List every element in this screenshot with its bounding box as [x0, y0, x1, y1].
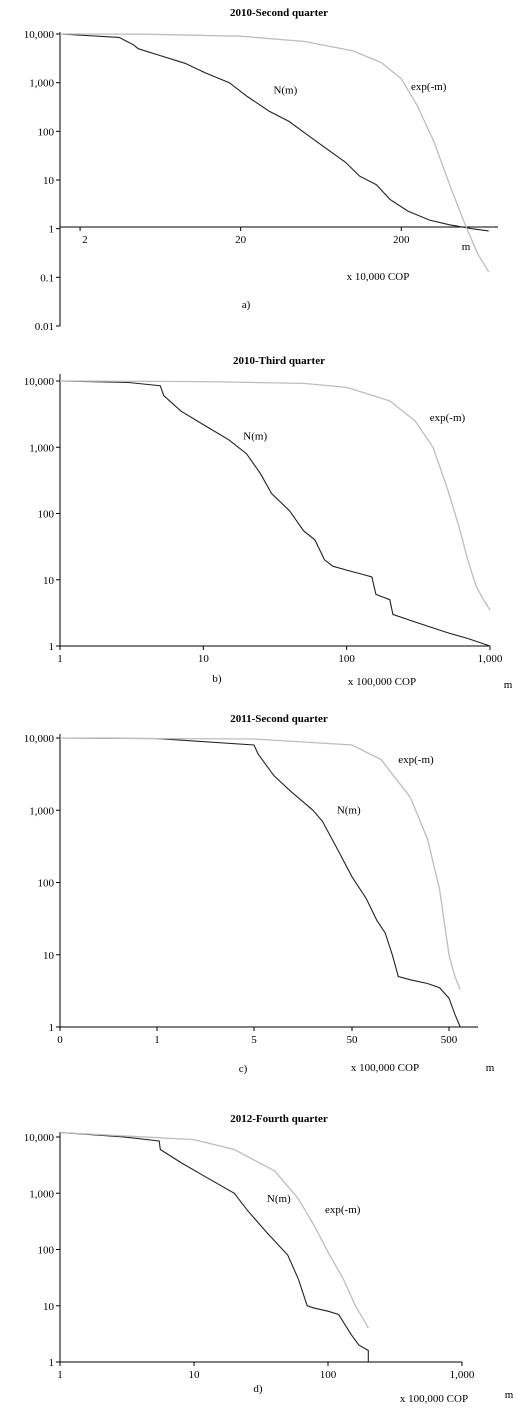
x-tick-label: 100 — [320, 1369, 337, 1381]
x-tick-label: 1 — [57, 1369, 63, 1381]
y-tick-label: 1 — [49, 1022, 55, 1034]
series-line-n-m — [59, 1131, 369, 1362]
chart-title: 2012-Fourth quarter — [230, 1113, 328, 1125]
y-tick-label: 10 — [43, 575, 55, 587]
series-line-n-m — [59, 737, 461, 1028]
x-tick-label: 50 — [347, 1034, 359, 1046]
series-annotation: N(m) — [267, 1193, 291, 1205]
chart-title: 2010-Second quarter — [230, 7, 328, 19]
y-tick-label: 10 — [43, 1301, 55, 1313]
x-unit-note: x 100,000 COP — [348, 676, 416, 688]
series-annotation: N(m) — [243, 431, 267, 443]
x-unit-note: x 100,000 COP — [400, 1393, 468, 1405]
series-line-exp-m — [59, 737, 461, 990]
y-tick-label: 1 — [49, 224, 55, 236]
y-tick-label: 0.01 — [35, 321, 54, 333]
y-tick-label: 10,000 — [24, 733, 55, 745]
y-tick-label: 10 — [43, 950, 55, 962]
x-tick-label: 200 — [393, 234, 410, 246]
y-tick-label: 100 — [38, 509, 55, 521]
chart-panel-1: 2010-Second quarter 0.01 0.1 1 10 100 1,000 10,… — [24, 7, 498, 333]
y-tick-label: 0.1 — [40, 272, 54, 284]
x-unit-note: x 100,000 COP — [351, 1062, 419, 1074]
x-tick-label: 1 — [154, 1034, 160, 1046]
y-tick-label: 1,000 — [29, 1188, 54, 1200]
y-tick-label: 1,000 — [29, 78, 54, 90]
x-axis-label: m — [504, 679, 513, 691]
x-tick-label: 20 — [235, 234, 247, 246]
series-annotation: exp(-m) — [398, 754, 434, 766]
series-line-exp-m — [59, 380, 491, 611]
x-unit-note: x 10,000 COP — [347, 271, 410, 283]
y-tick-label: 100 — [38, 878, 55, 890]
x-axis-label: m — [462, 241, 471, 253]
series-annotation: exp(-m) — [325, 1204, 361, 1216]
x-tick-label: 5 — [251, 1034, 257, 1046]
y-tick-label: 1,000 — [29, 805, 54, 817]
y-tick-label: 100 — [38, 126, 55, 138]
y-tick-label: 10 — [43, 175, 55, 187]
series-annotation: exp(-m) — [411, 81, 447, 93]
chart-panel-4: 2012-Fourth quarter 1 10 100 1,000 10,000 1 10 1… — [24, 1113, 514, 1405]
y-tick-label: 100 — [38, 1245, 55, 1257]
panel-label: d) — [253, 1383, 263, 1395]
x-tick-label: 1,000 — [478, 653, 503, 665]
x-axis-label: m — [505, 1389, 514, 1401]
series-annotation: N(m) — [337, 805, 361, 817]
x-axis-label: m — [486, 1062, 495, 1074]
panel-label: c) — [239, 1063, 248, 1075]
y-tick-label: 10,000 — [24, 376, 55, 388]
x-tick-label: 10 — [198, 653, 210, 665]
panel-label: b) — [212, 673, 222, 685]
chart-panel-2: 2010-Third quarter 1 10 100 1,000 10,000 1 10 10… — [24, 355, 513, 691]
chart-title: 2011-Second quarter — [230, 713, 328, 725]
chart-title: 2010-Third quarter — [233, 355, 325, 367]
series-annotation: exp(-m) — [430, 412, 466, 424]
x-tick-label: 500 — [441, 1034, 458, 1046]
y-tick-label: 1 — [49, 641, 55, 653]
panel-label: a) — [242, 299, 251, 311]
x-tick-label: 10 — [189, 1369, 201, 1381]
y-tick-label: 1 — [49, 1357, 55, 1369]
y-tick-label: 10,000 — [24, 29, 55, 41]
series-line-exp-m — [59, 33, 490, 273]
series-line-n-m — [59, 380, 491, 647]
series-line-exp-m — [59, 1131, 369, 1329]
x-tick-label: 1 — [57, 653, 63, 665]
series-annotation: N(m) — [273, 84, 297, 96]
y-tick-label: 1,000 — [29, 442, 54, 454]
series-line-n-m — [59, 33, 489, 232]
x-tick-label: 1,000 — [450, 1369, 475, 1381]
y-tick-label: 10,000 — [24, 1132, 55, 1144]
x-tick-label: 0 — [57, 1034, 63, 1046]
x-tick-label: 2 — [82, 234, 88, 246]
x-tick-label: 100 — [338, 653, 355, 665]
